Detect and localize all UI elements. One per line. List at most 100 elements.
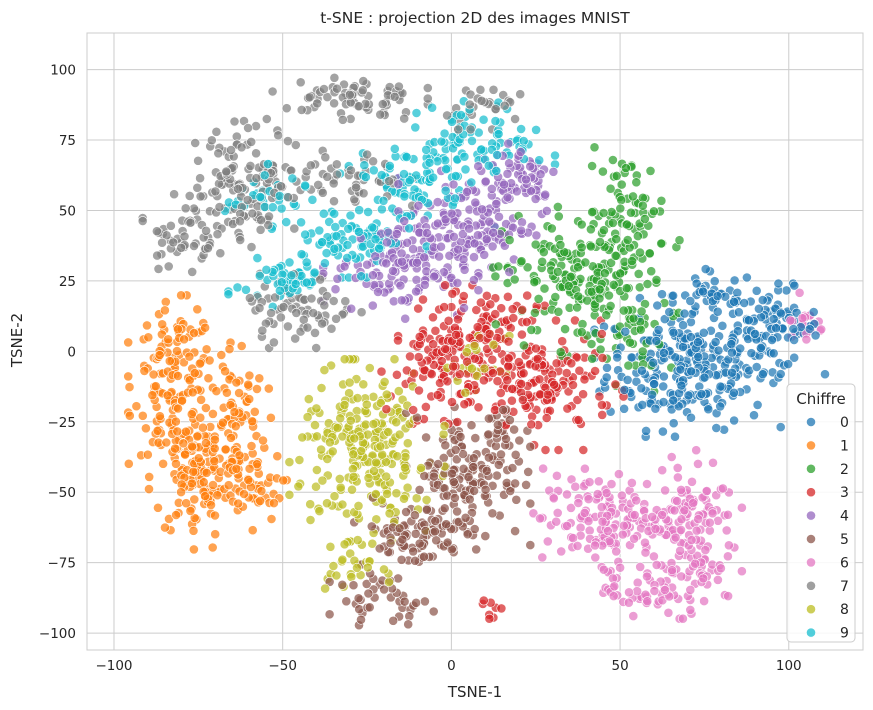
data-point-digit-2 <box>622 219 632 230</box>
legend-label-2: 2 <box>840 462 849 478</box>
data-point-digit-4 <box>330 284 341 295</box>
data-point-digit-2 <box>615 203 626 214</box>
data-point-digit-9 <box>491 165 502 176</box>
data-point-digit-2 <box>555 347 566 357</box>
data-point-digit-5 <box>414 538 425 549</box>
data-point-digit-7 <box>256 215 266 225</box>
data-point-digit-0 <box>637 399 648 410</box>
data-point-digit-3 <box>454 369 465 379</box>
data-point-digit-3 <box>579 374 590 385</box>
data-point-digit-6 <box>672 462 683 473</box>
data-point-digit-6 <box>617 490 627 501</box>
data-point-digit-3 <box>478 595 489 606</box>
data-point-digit-1 <box>201 467 212 478</box>
data-point-digit-6 <box>535 513 545 524</box>
data-point-digit-8 <box>402 482 413 493</box>
data-point-digit-0 <box>775 422 786 432</box>
y-axis-ticks: −100 −75 −50 −25 0 25 50 75 100 <box>39 63 76 642</box>
data-point-digit-6 <box>685 605 696 615</box>
data-point-digit-9 <box>331 231 342 241</box>
data-point-digit-8 <box>337 554 348 565</box>
data-point-digit-1 <box>266 514 277 524</box>
data-point-digit-1 <box>209 434 220 445</box>
data-point-digit-1 <box>189 513 200 523</box>
data-point-digit-2 <box>529 277 540 287</box>
data-point-digit-3 <box>522 290 533 301</box>
data-point-digit-0 <box>619 384 630 395</box>
data-point-digit-5 <box>410 555 420 566</box>
data-point-digit-9 <box>450 193 460 204</box>
data-point-digit-7 <box>137 216 148 226</box>
data-point-digit-4 <box>459 264 470 275</box>
data-point-digit-8 <box>402 438 413 449</box>
data-point-digit-1 <box>249 406 260 417</box>
data-point-digit-5 <box>385 538 396 549</box>
data-point-digit-0 <box>752 399 763 410</box>
data-point-digit-1 <box>184 351 195 362</box>
data-point-digit-0 <box>685 332 696 342</box>
data-point-digit-5 <box>388 615 399 626</box>
data-point-digit-9 <box>410 122 421 133</box>
data-point-digit-6 <box>592 489 603 499</box>
plot-area <box>86 32 864 651</box>
data-point-digit-6 <box>707 508 718 519</box>
data-point-digit-5 <box>419 596 430 607</box>
data-point-digit-1 <box>247 416 257 427</box>
data-point-digit-1 <box>171 510 181 520</box>
data-point-digit-8 <box>461 347 472 357</box>
data-point-digit-7 <box>340 296 351 307</box>
data-point-digit-7 <box>213 148 224 159</box>
data-point-digit-6 <box>724 540 734 551</box>
data-point-digit-5 <box>496 449 506 460</box>
data-point-digit-7 <box>337 114 348 125</box>
data-point-digit-2 <box>649 206 659 217</box>
data-point-digit-6 <box>801 334 812 345</box>
legend-label-1: 1 <box>840 438 849 454</box>
data-point-digit-6 <box>640 537 650 548</box>
data-point-digit-6 <box>701 486 712 496</box>
data-point-digit-8 <box>472 370 482 381</box>
data-point-digit-3 <box>428 339 438 350</box>
data-point-digit-8 <box>469 340 480 351</box>
data-point-digit-8 <box>334 473 345 484</box>
data-point-digit-5 <box>491 470 502 481</box>
data-point-digit-3 <box>430 325 441 336</box>
data-point-digit-6 <box>611 546 622 557</box>
data-point-digit-7 <box>453 124 464 135</box>
data-point-digit-0 <box>727 367 737 378</box>
data-point-digit-6 <box>700 545 711 555</box>
data-point-digit-7 <box>234 216 245 227</box>
data-point-digit-5 <box>464 494 475 505</box>
data-point-digit-1 <box>142 449 153 460</box>
data-point-digit-0 <box>789 335 799 345</box>
data-point-digit-2 <box>553 211 564 222</box>
data-point-digit-8 <box>438 429 449 440</box>
data-point-digit-9 <box>309 267 320 278</box>
data-point-digit-1 <box>193 453 204 464</box>
data-point-digit-9 <box>223 289 234 300</box>
data-point-digit-9 <box>421 144 432 155</box>
data-point-digit-7 <box>319 300 330 311</box>
data-point-digit-0 <box>648 357 659 368</box>
data-point-digit-4 <box>448 231 459 242</box>
data-point-digit-9 <box>314 225 325 236</box>
data-point-digit-1 <box>200 491 210 501</box>
data-point-digit-5 <box>462 529 473 540</box>
data-point-digit-6 <box>687 476 697 487</box>
data-point-digit-1 <box>187 441 197 452</box>
data-point-digit-9 <box>261 264 272 275</box>
data-point-digit-2 <box>576 327 587 337</box>
data-point-digit-3 <box>418 294 428 305</box>
data-point-digit-8 <box>344 377 355 388</box>
data-point-digit-1 <box>154 411 165 422</box>
data-point-digit-1 <box>201 438 211 448</box>
data-point-digit-8 <box>352 393 363 403</box>
data-point-digit-9 <box>329 208 340 219</box>
data-point-digit-6 <box>723 591 733 601</box>
data-point-digit-2 <box>646 266 657 277</box>
data-point-digit-8 <box>368 391 379 402</box>
data-point-digit-6 <box>570 481 581 492</box>
data-point-digit-5 <box>480 531 491 541</box>
data-point-digit-6 <box>676 514 687 525</box>
y-tick-label: 75 <box>59 133 76 149</box>
